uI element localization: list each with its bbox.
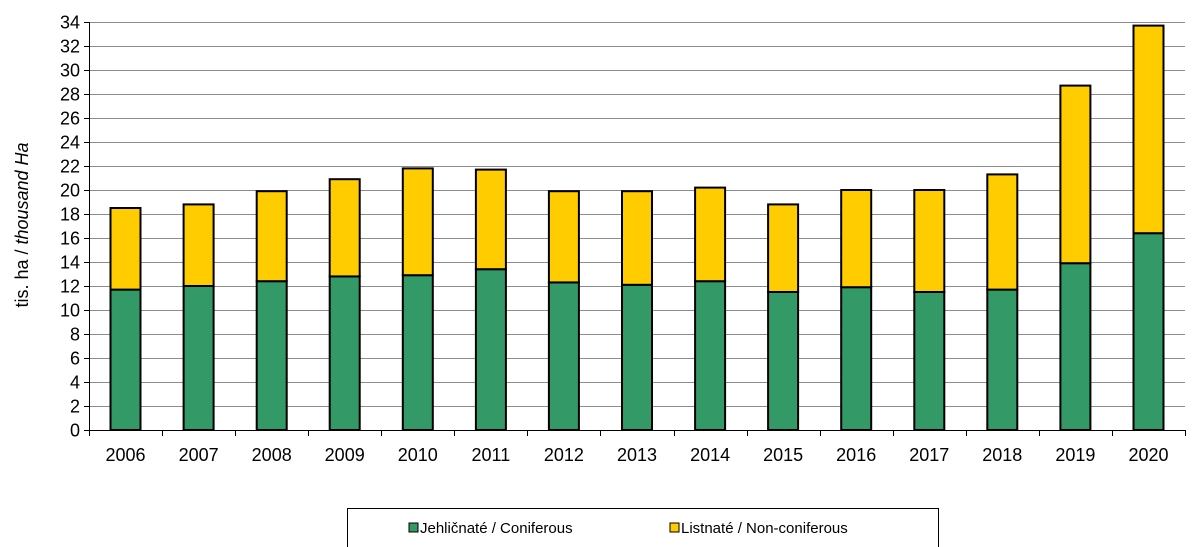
bar-non-coniferous (547, 190, 580, 284)
y-tick-label: 22 (60, 157, 80, 177)
bar-coniferous (255, 280, 288, 432)
legend-label-coniferous: Jehličnaté / Coniferous (420, 520, 573, 537)
bar-coniferous (621, 283, 653, 431)
y-tick-label: 26 (60, 109, 80, 129)
y-tick-label: 28 (60, 85, 80, 105)
y-tick-label: 6 (70, 349, 80, 369)
y-tick-label: 12 (60, 277, 80, 297)
x-tick-label: 2019 (1055, 445, 1095, 465)
y-tick-label: 8 (70, 325, 80, 345)
bar-coniferous (913, 291, 946, 431)
x-tick-label: 2011 (472, 445, 511, 465)
bar-non-coniferous (767, 203, 800, 293)
y-tick-label: 16 (60, 229, 80, 249)
y-tick-label: 34 (60, 13, 80, 33)
x-tick-label: 2006 (105, 445, 145, 465)
y-tick-label: 32 (60, 37, 80, 57)
bar-non-coniferous (621, 190, 653, 286)
x-tick-label: 2007 (179, 445, 219, 465)
x-tick-label: 2014 (690, 445, 730, 465)
y-axis-label: tis. ha / thousand Ha (12, 142, 32, 307)
bar-coniferous (767, 291, 800, 431)
bar-non-coniferous (840, 189, 873, 289)
x-tick-label: 2009 (325, 445, 365, 465)
bar-non-coniferous (1059, 84, 1092, 265)
bar-non-coniferous (694, 186, 727, 283)
axes (84, 22, 1186, 436)
bar-non-coniferous (328, 178, 361, 278)
bar-coniferous (694, 280, 727, 432)
bar-coniferous (986, 288, 1019, 431)
bar-non-coniferous (986, 173, 1019, 291)
bar-coniferous (1132, 232, 1165, 431)
bar-non-coniferous (182, 203, 215, 287)
x-tick-label: 2018 (982, 445, 1022, 465)
legend: Jehličnaté / Coniferous Listnaté / Non-c… (347, 508, 939, 547)
legend-swatch-coniferous (408, 522, 419, 533)
y-tick-label: 24 (60, 133, 80, 153)
bar-non-coniferous (401, 167, 434, 277)
y-tick-label: 4 (70, 373, 80, 393)
bar-non-coniferous (109, 207, 142, 291)
x-tick-label: 2013 (617, 445, 657, 465)
bars (109, 24, 1165, 432)
legend-frame (347, 508, 939, 547)
y-axis-label-plain: tis. ha / (12, 245, 32, 308)
y-tick-label: 10 (60, 301, 80, 321)
x-tick-label: 2017 (909, 445, 949, 465)
y-tick-label: 30 (60, 61, 80, 81)
bar-coniferous (328, 275, 361, 431)
y-tick-label: 18 (60, 205, 80, 225)
bar-coniferous (401, 274, 434, 432)
x-tick-label: 2012 (544, 445, 584, 465)
y-tick-label: 2 (70, 397, 80, 417)
legend-swatch-non-coniferous (669, 522, 680, 533)
x-tick-label: 2020 (1128, 445, 1168, 465)
x-tick-label: 2008 (252, 445, 292, 465)
bar-coniferous (547, 281, 580, 431)
bar-coniferous (182, 285, 215, 431)
bar-non-coniferous (913, 189, 946, 293)
x-tick-label: 2010 (398, 445, 438, 465)
bar-non-coniferous (255, 190, 288, 283)
y-axis-label-italic: thousand Ha (12, 142, 32, 244)
bar-coniferous (840, 286, 873, 432)
x-tick-label: 2015 (763, 445, 803, 465)
bar-coniferous (109, 288, 142, 431)
legend-label-non-coniferous: Listnaté / Non-coniferous (681, 520, 848, 537)
x-tick-label: 2016 (836, 445, 876, 465)
y-tick-label: 14 (60, 253, 80, 273)
bar-non-coniferous (1132, 24, 1165, 235)
bar-coniferous (1059, 262, 1092, 432)
y-tick-label: 0 (70, 421, 80, 441)
bar-coniferous (474, 268, 507, 432)
y-tick-label: 20 (60, 181, 80, 201)
bar-non-coniferous (474, 168, 507, 271)
